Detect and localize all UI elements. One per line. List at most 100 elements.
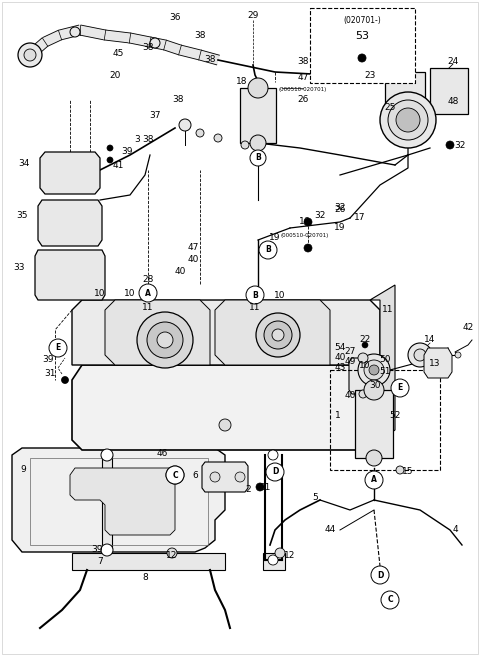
Polygon shape — [179, 45, 201, 60]
Polygon shape — [199, 50, 219, 65]
Text: 45: 45 — [112, 49, 124, 58]
Polygon shape — [102, 455, 112, 550]
Circle shape — [61, 377, 69, 384]
Text: 38: 38 — [172, 96, 184, 104]
Text: 13: 13 — [429, 358, 441, 367]
Text: 48: 48 — [447, 98, 459, 106]
Circle shape — [166, 466, 184, 484]
Text: 27: 27 — [344, 348, 356, 356]
Bar — [310, 8, 415, 83]
Text: E: E — [397, 384, 403, 392]
Text: 36: 36 — [169, 14, 181, 22]
Text: 26: 26 — [334, 205, 346, 215]
Text: D: D — [272, 468, 278, 476]
Text: 39: 39 — [42, 356, 54, 365]
Polygon shape — [105, 30, 131, 43]
Polygon shape — [163, 40, 181, 54]
Text: 28: 28 — [142, 276, 154, 285]
Circle shape — [18, 43, 42, 67]
Circle shape — [304, 218, 312, 226]
Polygon shape — [35, 250, 105, 300]
Polygon shape — [27, 38, 48, 59]
Text: 25: 25 — [384, 104, 396, 112]
Polygon shape — [349, 358, 378, 394]
Circle shape — [365, 471, 383, 489]
Text: 42: 42 — [462, 323, 474, 333]
Text: 47: 47 — [297, 73, 309, 83]
Circle shape — [364, 360, 384, 380]
Circle shape — [139, 284, 157, 302]
Text: 16: 16 — [299, 218, 311, 226]
Circle shape — [380, 92, 436, 148]
Circle shape — [391, 379, 409, 397]
Text: D: D — [377, 571, 383, 579]
Text: 38: 38 — [142, 43, 154, 52]
Circle shape — [248, 78, 268, 98]
Circle shape — [388, 100, 428, 140]
Text: 11: 11 — [249, 304, 261, 312]
Text: 43: 43 — [334, 363, 346, 373]
Text: B: B — [265, 245, 271, 255]
Circle shape — [246, 286, 264, 304]
Text: 9: 9 — [20, 466, 26, 474]
Text: 2: 2 — [245, 485, 251, 495]
Text: 23: 23 — [364, 72, 376, 81]
Text: 11: 11 — [382, 306, 394, 314]
Text: 33: 33 — [13, 264, 25, 272]
Text: (020701-): (020701-) — [343, 16, 381, 24]
Circle shape — [408, 343, 432, 367]
Text: 46: 46 — [156, 449, 168, 457]
Polygon shape — [72, 300, 380, 365]
Text: 24: 24 — [447, 58, 458, 66]
Circle shape — [137, 312, 193, 368]
Text: B: B — [252, 291, 258, 300]
Circle shape — [358, 354, 390, 386]
Text: 41: 41 — [112, 161, 124, 169]
Circle shape — [396, 108, 420, 132]
Circle shape — [157, 332, 173, 348]
Text: 50: 50 — [379, 356, 391, 365]
Polygon shape — [38, 200, 102, 246]
Bar — [430, 68, 468, 114]
Circle shape — [101, 544, 113, 556]
Text: C: C — [172, 470, 178, 480]
Text: 12: 12 — [166, 550, 178, 560]
Text: 20: 20 — [109, 70, 120, 79]
Text: (000510-020701): (000510-020701) — [279, 87, 327, 91]
Circle shape — [256, 483, 264, 491]
Circle shape — [446, 141, 454, 149]
Circle shape — [381, 591, 399, 609]
Text: 15: 15 — [402, 468, 414, 476]
Circle shape — [268, 450, 278, 460]
Circle shape — [147, 322, 183, 358]
Text: E: E — [55, 344, 60, 352]
Bar — [355, 390, 393, 458]
Text: 10: 10 — [274, 291, 286, 300]
Text: 38: 38 — [194, 30, 206, 39]
Text: 38: 38 — [142, 136, 154, 144]
Bar — [330, 370, 440, 470]
Circle shape — [272, 329, 284, 341]
Circle shape — [275, 548, 285, 558]
Circle shape — [268, 555, 278, 565]
Text: 52: 52 — [389, 411, 401, 419]
Text: 53: 53 — [355, 31, 369, 41]
Circle shape — [219, 419, 231, 431]
Text: 34: 34 — [19, 159, 30, 167]
Polygon shape — [12, 448, 225, 552]
Text: C: C — [387, 596, 393, 604]
Text: 32: 32 — [314, 211, 326, 220]
Polygon shape — [149, 37, 166, 50]
Text: (000510-020701): (000510-020701) — [281, 232, 329, 237]
Text: 10: 10 — [94, 289, 106, 298]
Circle shape — [304, 244, 312, 252]
Circle shape — [107, 157, 113, 163]
Text: 51: 51 — [379, 367, 391, 377]
Circle shape — [250, 150, 266, 166]
Text: 40: 40 — [187, 255, 199, 264]
Circle shape — [210, 472, 220, 482]
Bar — [385, 72, 425, 124]
Polygon shape — [424, 348, 452, 378]
Text: 32: 32 — [454, 140, 466, 150]
Polygon shape — [70, 468, 175, 535]
